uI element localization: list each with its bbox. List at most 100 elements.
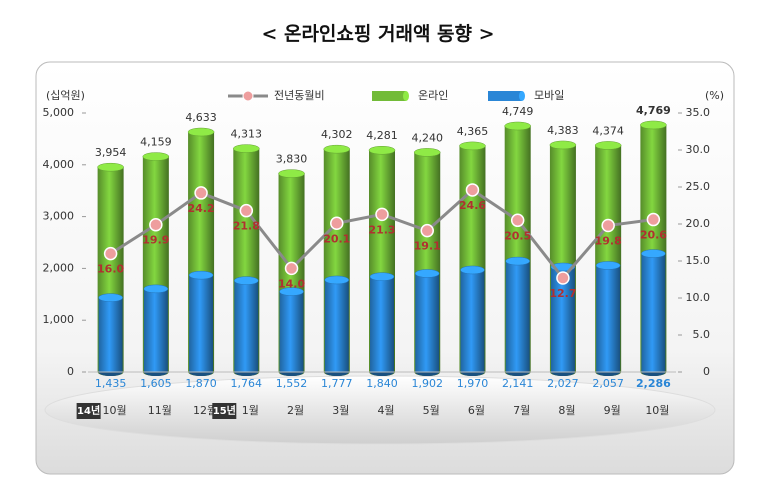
y2-tick-label: 25.0 <box>686 180 711 193</box>
legend-swatch-end <box>519 91 525 101</box>
value-label: 19.9 <box>142 234 169 247</box>
bar-top <box>413 148 441 157</box>
value-label: 4,383 <box>547 124 579 137</box>
x-tick-label: 10월 <box>645 404 669 417</box>
legend: 전년동월비 온라인 모바일 <box>228 88 564 102</box>
line-point <box>330 216 344 231</box>
y-tick-label: 1,000 <box>43 313 75 326</box>
legend-swatch-end <box>403 91 409 101</box>
value-label: 1,552 <box>276 377 308 390</box>
bar <box>324 279 349 372</box>
value-label: 1,764 <box>231 377 263 390</box>
chart-title: < 온라인쇼핑 거래액 동향 > <box>261 23 494 45</box>
value-label: 20.6 <box>640 229 667 242</box>
x-tick-label: 6월 <box>468 404 485 417</box>
bar-top <box>414 269 440 278</box>
bar <box>596 265 621 372</box>
value-label: 4,313 <box>231 128 263 141</box>
y2-axis-label: (%) <box>705 89 724 102</box>
bar <box>234 280 259 372</box>
value-label: 4,633 <box>185 111 217 124</box>
value-label: 1,970 <box>457 377 489 390</box>
bar <box>641 253 666 372</box>
value-label: 4,769 <box>636 104 671 117</box>
value-label: 1,605 <box>140 377 172 390</box>
bar-top <box>234 276 259 285</box>
bar-top <box>459 141 486 151</box>
bar-top <box>504 121 531 131</box>
bar-top <box>368 145 396 155</box>
value-label: 24.6 <box>459 199 486 212</box>
value-label: 21.3 <box>368 223 395 236</box>
value-label: 16.0 <box>97 263 124 276</box>
x-tick-label: 4월 <box>377 404 394 417</box>
floor <box>44 375 716 445</box>
value-label: 4,365 <box>457 125 489 138</box>
bar <box>98 297 123 372</box>
line-point <box>103 246 118 261</box>
bar-top <box>595 261 621 270</box>
x-tick-label: 10월 <box>103 404 127 417</box>
y-tick-label: 4,000 <box>43 158 75 171</box>
value-label: 2,141 <box>502 377 534 390</box>
y2-tick-label: 0 <box>703 365 710 378</box>
bar-top <box>143 284 169 294</box>
value-label: 4,749 <box>502 105 534 118</box>
bar-top <box>233 144 260 153</box>
group-badge <box>76 403 101 419</box>
value-label: 14.0 <box>278 277 305 290</box>
value-label: 4,302 <box>321 128 353 141</box>
value-label: 19.8 <box>595 234 622 247</box>
bar <box>143 288 168 372</box>
value-label: 1,902 <box>411 377 443 390</box>
bar-top <box>279 287 304 296</box>
x-tick-label: 12월 <box>193 404 217 417</box>
x-tick-label: 7월 <box>513 404 530 417</box>
value-label: 12.7 <box>549 287 576 300</box>
x-tick-label: 1월 <box>242 404 259 417</box>
value-label: 20.5 <box>504 229 531 242</box>
bar-top <box>278 169 305 178</box>
bar-top <box>97 162 124 172</box>
value-label: 4,281 <box>366 129 398 142</box>
value-label: 19.1 <box>414 240 441 253</box>
y-tick-label: 0 <box>67 365 74 378</box>
bar-top <box>98 293 123 302</box>
y-tick-label: 5,000 <box>43 106 75 119</box>
bar <box>505 261 530 372</box>
bar-top <box>594 141 622 150</box>
line-point <box>420 223 434 238</box>
line-point <box>149 217 163 232</box>
line-point <box>556 271 570 285</box>
bar-top <box>549 140 577 150</box>
y2-tick-label: 10.0 <box>686 291 711 304</box>
value-label: 21.8 <box>233 220 260 233</box>
value-label: 1,777 <box>321 377 353 390</box>
bar-top <box>142 152 170 161</box>
bar-top <box>323 144 351 154</box>
x-tick-label: 11월 <box>148 404 172 417</box>
line-point <box>239 203 254 218</box>
value-label: 1,870 <box>185 377 217 390</box>
legend-swatch <box>372 91 406 101</box>
x-tick-label: 8월 <box>558 404 575 417</box>
y-tick-label: 2,000 <box>43 261 75 274</box>
value-label: 1,840 <box>366 377 398 390</box>
bar-top <box>324 275 350 285</box>
y2-tick-label: 35.0 <box>686 106 711 119</box>
legend-label: 모바일 <box>534 88 564 102</box>
legend-label: 온라인 <box>418 89 448 102</box>
bar-top <box>505 256 530 266</box>
value-label: 4,374 <box>592 124 624 137</box>
value-label: 3,830 <box>276 153 308 166</box>
y2-tick-label: 20.0 <box>686 217 711 230</box>
value-label: 24.2 <box>188 202 215 215</box>
value-label: 2,057 <box>592 377 624 390</box>
y2-tick-label: 30.0 <box>686 143 711 156</box>
group-label: 14년 <box>77 404 100 417</box>
bar <box>460 269 485 372</box>
value-label: 2,027 <box>547 377 579 390</box>
x-tick-label: 9월 <box>604 404 621 417</box>
